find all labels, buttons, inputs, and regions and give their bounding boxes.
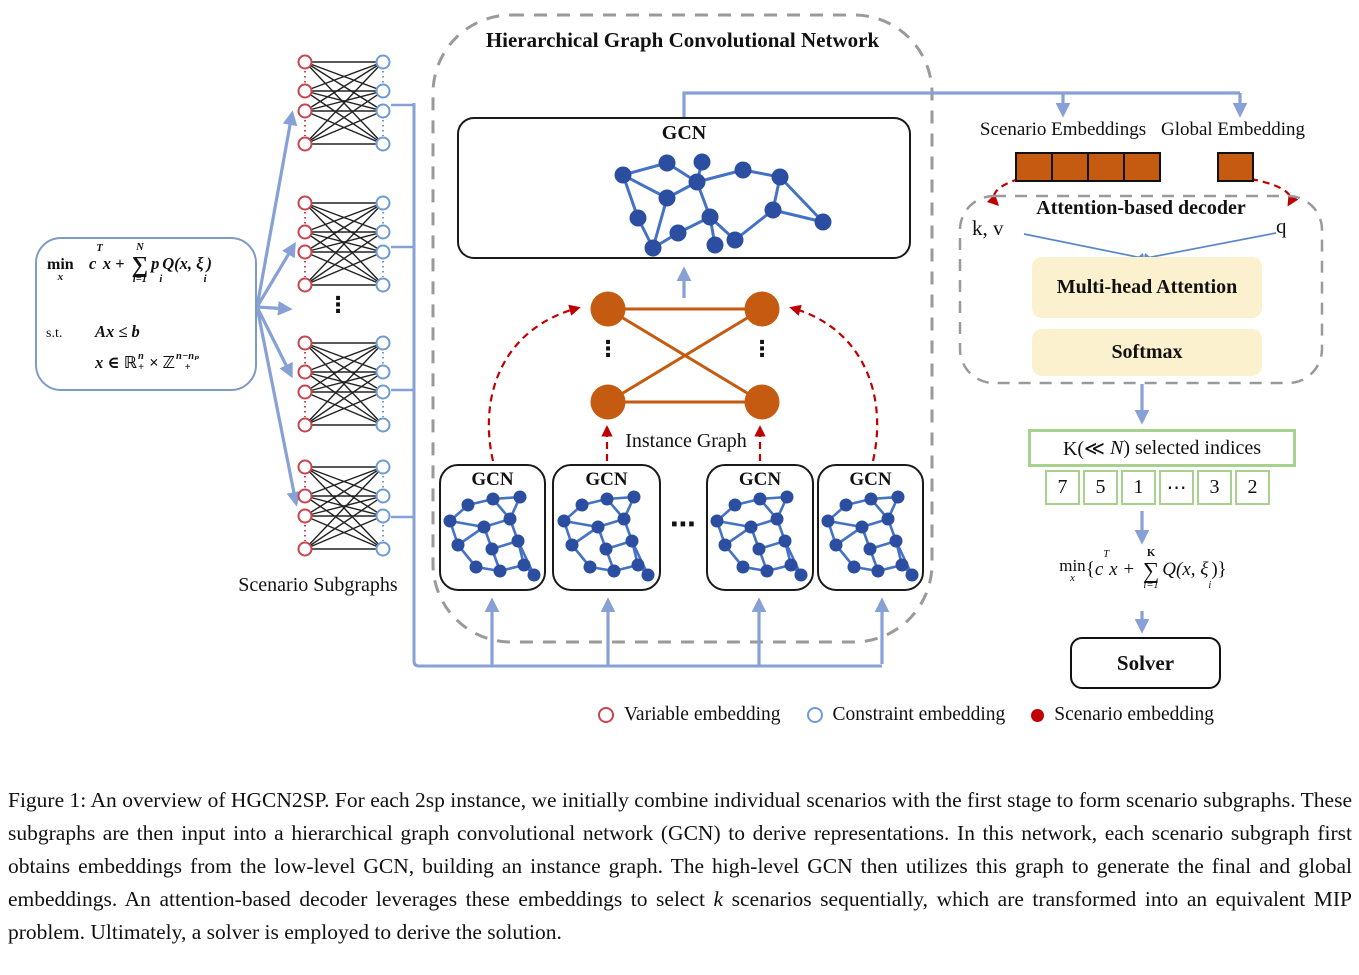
decoder-border xyxy=(958,194,1324,385)
high-level-gcn-graph xyxy=(614,153,832,257)
softmax-box: Softmax xyxy=(1032,329,1262,376)
instance-right-ellipsis: ⋮ xyxy=(751,336,773,361)
constraint-embedding-icon xyxy=(806,707,823,723)
scenario-embedding-cell xyxy=(1015,152,1053,182)
global-embedding-cell xyxy=(1217,152,1254,182)
scenario-subgraph-2 xyxy=(297,195,391,293)
sum-symbol: N ∑ i=1 xyxy=(131,242,149,286)
kv-q-arrows xyxy=(1023,232,1277,264)
subgraph-ellipsis: ⋮ xyxy=(327,292,349,317)
index-cell: 7 xyxy=(1045,470,1080,505)
hgcn-title: Hierarchical Graph Convolutional Network xyxy=(485,28,880,52)
fan-arrows xyxy=(255,110,302,507)
low-level-gcn-boxes xyxy=(439,464,924,591)
index-cell: 5 xyxy=(1083,470,1118,505)
z-exponents: n−nₚ + xyxy=(176,351,200,373)
scenario-embedding-cell xyxy=(1051,152,1089,182)
low-gcn-label-3: GCN xyxy=(738,469,782,490)
scenario-embeddings-cells xyxy=(1015,152,1161,182)
min-operator: min x xyxy=(1059,555,1086,584)
scenario-subgraph-1 xyxy=(297,54,391,152)
selected-indices-box: K(≪ N) selected indices xyxy=(1028,429,1296,467)
red-dashed-arrows xyxy=(487,177,1299,462)
hgcn-container-border xyxy=(431,13,934,644)
decoder-title: Attention-based decoder xyxy=(1036,197,1246,219)
index-cell: 3 xyxy=(1197,470,1232,505)
min-operator: min x xyxy=(47,256,74,283)
figure-caption: Figure 1: An overview of HGCN2SP. For ea… xyxy=(8,787,1352,944)
scenario-subgraph-3 xyxy=(297,335,391,433)
constraint-row: Ax ≤ b xyxy=(95,322,140,341)
instance-graph xyxy=(590,291,780,420)
query-label: q xyxy=(1276,214,1287,238)
r-exponents: n + xyxy=(137,351,144,373)
instance-left-ellipsis: ⋮ xyxy=(597,336,619,361)
high-level-gcn-label: GCN xyxy=(661,122,707,144)
variable-embedding-icon xyxy=(598,707,614,723)
index-cell: ⋯ xyxy=(1159,470,1194,505)
scenario-subgraphs-label: Scenario Subgraphs xyxy=(238,574,398,596)
scenario-embeddings-label: Scenario Embeddings xyxy=(979,119,1147,140)
low-gcn-label-1: GCN xyxy=(471,469,514,490)
low-gcn-label-4: GCN xyxy=(849,469,892,490)
key-value-label: k, v xyxy=(972,216,1004,240)
scenario-subgraph-4 xyxy=(297,459,391,557)
gcn-to-embeddings-wire xyxy=(682,91,1248,118)
legend-item-constraint: Constraint embedding xyxy=(806,704,1005,726)
gcn-row-ellipsis: ⋯ xyxy=(670,510,696,539)
diagram-artwork xyxy=(255,13,1324,668)
legend-item-scenario: Scenario embedding xyxy=(1031,704,1214,726)
scenario-embedding-cell xyxy=(1123,152,1161,182)
multi-head-attention-box: Multi-head Attention xyxy=(1032,257,1262,318)
low-gcn-label-2: GCN xyxy=(585,469,628,490)
scenario-embedding-cell xyxy=(1087,152,1125,182)
solver-box: Solver xyxy=(1070,637,1221,689)
index-cell: 1 xyxy=(1121,470,1156,505)
scenario-embedding-icon xyxy=(1031,708,1045,722)
legend-item-variable: Variable embedding xyxy=(598,704,781,726)
index-cell: 2 xyxy=(1235,470,1270,505)
legend: Variable embedding Constraint embedding … xyxy=(598,704,1318,726)
selected-indices-cells: 7 5 1 ⋯ 3 2 xyxy=(1045,470,1270,505)
instance-graph-label: Instance Graph xyxy=(625,430,747,452)
subgraph-to-gcn-wires xyxy=(391,103,890,668)
subject-to-label: s.t. xyxy=(46,326,63,341)
global-embedding-label: Global Embedding xyxy=(1160,119,1306,140)
sum-symbol: K ∑ i=1 xyxy=(1142,548,1160,592)
